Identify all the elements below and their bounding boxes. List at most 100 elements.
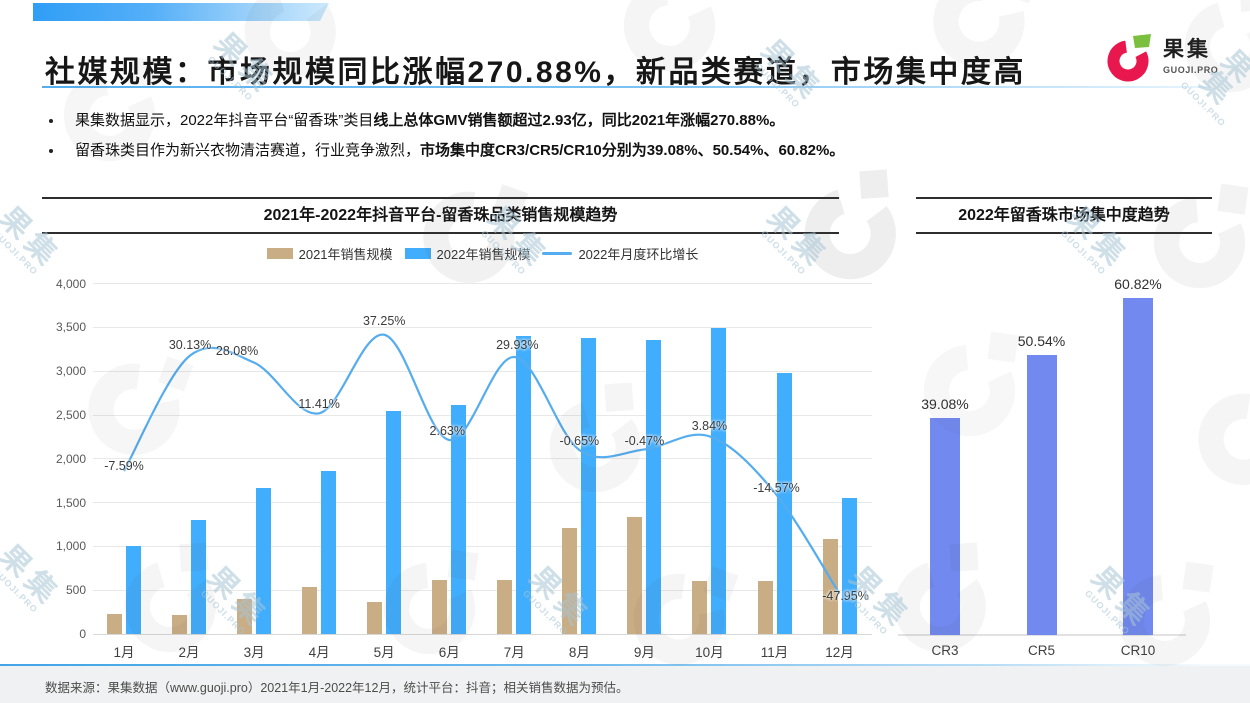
y-axis-tick-label: 2,500 [55, 408, 86, 422]
bar-2021-11月 [757, 581, 773, 634]
x-axis-label: 8月 [568, 645, 590, 660]
bullet-dot [49, 119, 53, 123]
y-axis-tick-label: 3,000 [55, 364, 86, 379]
gridline [93, 633, 872, 635]
legend-item-0: 2021年销售规模 [266, 244, 393, 263]
x-axis-label: 9月 [633, 645, 655, 660]
x-axis-label: CR5 [1027, 643, 1055, 658]
bar-CR5 [1026, 355, 1057, 635]
data-source-note: 数据来源：果集数据（www.guoji.pro）2021年1月-2022年12月… [45, 681, 629, 695]
gridline [93, 502, 872, 504]
watermark-g-icon [1184, 370, 1250, 505]
growth-line [123, 333, 841, 595]
footer: 数据来源：果集数据（www.guoji.pro）2021年1月-2022年12月… [0, 666, 1250, 703]
bar-2022-1月 [126, 546, 141, 634]
bar-2022-10月 [711, 328, 727, 634]
gridline [93, 414, 872, 416]
x-axis-label: 5月 [373, 645, 395, 660]
x-axis-label: 2月 [178, 645, 200, 660]
gridline [93, 545, 872, 547]
logo-domain-text: GUOJI.PRO [1163, 65, 1219, 75]
y-axis-tick-label: 1,000 [55, 539, 86, 554]
gridline [93, 370, 872, 372]
legend-label: 2022年销售规模 [436, 246, 531, 262]
growth-label: 11.41% [298, 397, 340, 412]
x-axis-label: 4月 [308, 645, 330, 660]
growth-label: -14.57% [753, 481, 800, 496]
growth-label: 37.25% [362, 313, 406, 328]
x-axis-label: 12月 [825, 645, 854, 660]
x-axis-label: 7月 [503, 645, 525, 660]
bar-2021-4月 [302, 587, 318, 634]
y-axis-tick-label: 4,000 [55, 276, 86, 291]
legend-item-2: 2022年月度环比增长 [542, 244, 698, 263]
y-axis-tick-label: 0 [79, 627, 86, 641]
growth-label: -0.47% [624, 434, 665, 449]
bar-2021-5月 [367, 601, 383, 634]
y-axis-tick-label: 1,500 [55, 495, 86, 510]
bar-2022-4月 [321, 471, 337, 634]
growth-label: 30.13% [168, 338, 212, 353]
footer-separator [0, 664, 1250, 666]
bar-2022-9月 [646, 339, 662, 634]
x-axis-label: 1月 [113, 645, 135, 660]
legend-line-icon [542, 251, 573, 255]
legend-item-1: 2022年销售规模 [404, 244, 531, 263]
growth-label: -7.59% [104, 459, 144, 474]
growth-label: 29.93% [496, 338, 539, 352]
bar-2021-8月 [562, 528, 578, 634]
bullet-dot [49, 149, 53, 153]
x-axis-label: 11月 [760, 645, 789, 660]
x-axis-label: 3月 [243, 645, 265, 660]
bullet-item-2: 留香珠类目作为新兴衣物清洁赛道，行业竞争激烈，市场集中度CR3/CR5/CR10… [45, 136, 1165, 166]
logo-brand-text: 果集 [1163, 38, 1211, 61]
growth-label: -0.65% [559, 433, 600, 448]
x-axis-label: CR10 [1120, 643, 1156, 658]
bar-2021-9月 [627, 517, 643, 634]
bar-2022-7月 [516, 336, 532, 634]
x-axis-label: CR3 [931, 643, 959, 658]
brand-logo: 果集 GUOJI.PRO [1106, 34, 1218, 82]
right-chart-title: 2022年留香珠市场集中度趋势 [916, 197, 1212, 234]
bar-CR10 [1123, 298, 1153, 635]
gridline [93, 326, 872, 328]
bar-2022-3月 [256, 488, 272, 634]
legend-label: 2022年月度环比增长 [578, 246, 699, 262]
growth-label: -47.95% [822, 588, 869, 603]
bullet-item-1: 果集数据显示，2022年抖音平台“留香珠”类目线上总体GMV销售额超过2.93亿… [45, 106, 1165, 136]
x-axis-label: 10月 [695, 645, 724, 660]
gridline [93, 589, 872, 591]
legend-swatch-icon [266, 247, 293, 259]
value-label: 50.54% [1017, 333, 1066, 349]
chart-legend: 2021年销售规模 2022年销售规模 2022年月度环比增长 [95, 243, 870, 263]
y-axis-tick-label: 500 [65, 583, 86, 598]
value-label: 39.08% [921, 396, 969, 413]
growth-label: 28.08% [215, 343, 259, 358]
guoji-logo-icon [1107, 34, 1151, 82]
bar-2021-2月 [172, 614, 188, 634]
bar-2022-12月 [841, 498, 857, 634]
legend-swatch-icon [404, 247, 431, 259]
bar-2021-12月 [822, 539, 838, 634]
bar-2021-3月 [237, 598, 253, 634]
value-label: 60.82% [1114, 276, 1162, 293]
logo-text: 果集 GUOJI.PRO [1163, 34, 1218, 75]
bar-2021-7月 [497, 580, 513, 634]
gridline [93, 283, 872, 285]
title-underline [42, 86, 1210, 88]
title-accent-bar [33, 3, 329, 21]
growth-label: 3.84% [691, 419, 728, 434]
growth-label: 2.63% [429, 424, 465, 438]
bar-2022-8月 [581, 338, 597, 634]
bullet-text-1: 果集数据显示，2022年抖音平台“留香珠”类目线上总体GMV销售额超过2.93亿… [75, 112, 785, 129]
bar-2021-1月 [107, 613, 122, 634]
bar-2022-5月 [386, 410, 402, 634]
bar-2022-2月 [191, 520, 207, 634]
legend-label: 2021年销售规模 [298, 246, 393, 262]
bar-2022-6月 [451, 405, 467, 634]
bar-2021-6月 [432, 579, 448, 634]
right-chart-baseline [898, 634, 1186, 636]
bullet-text-2: 留香珠类目作为新兴衣物清洁赛道，行业竞争激烈，市场集中度CR3/CR5/CR10… [75, 142, 845, 159]
page-title: 社媒规模：市场规模同比涨幅270.88%，新品类赛道，市场集中度高 [45, 56, 1026, 89]
